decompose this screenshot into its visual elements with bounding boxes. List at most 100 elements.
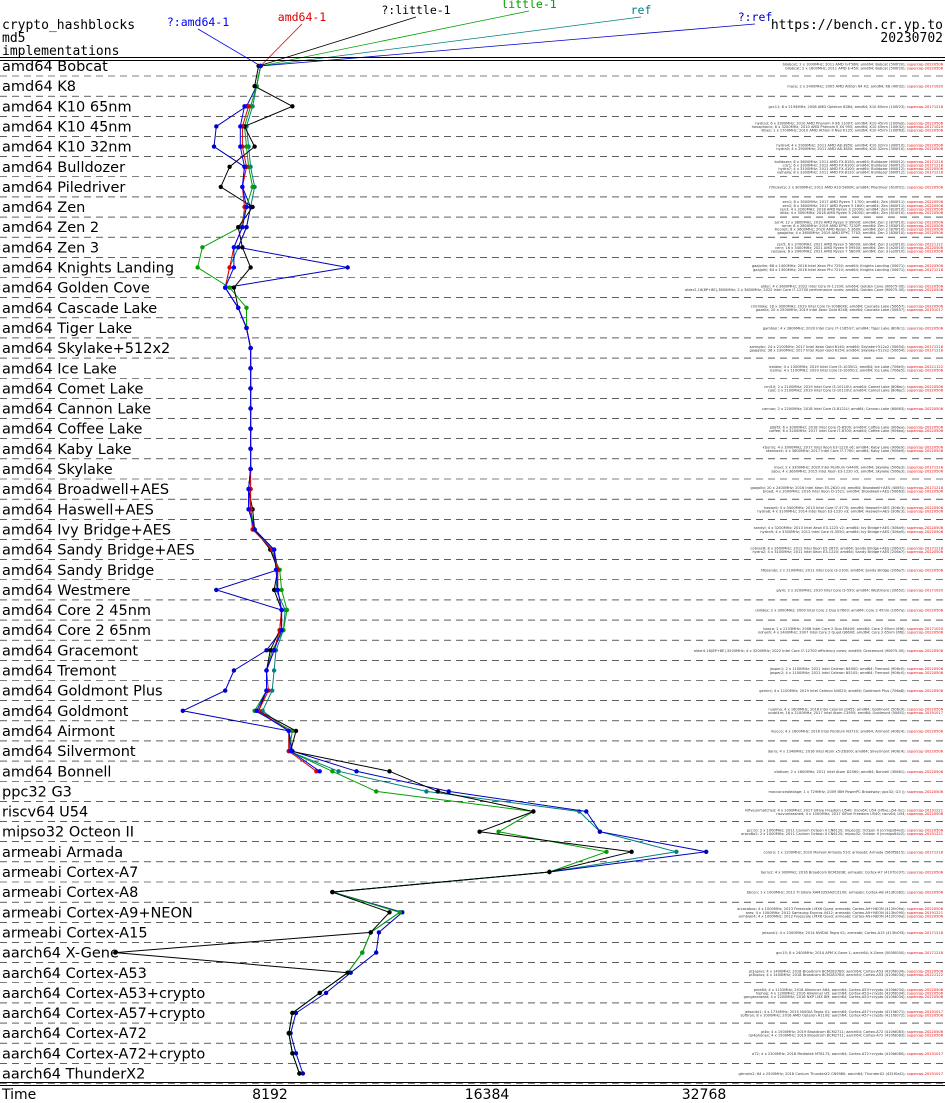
- report-date: 20230702: [880, 31, 943, 46]
- data-point: [236, 305, 241, 310]
- category-label: aarch64 ThunderX2: [2, 1067, 145, 1083]
- category-label: amd64 Core 2 65nm: [2, 623, 151, 639]
- category-label: amd64 Goldmont Plus: [2, 684, 163, 700]
- data-point: [195, 265, 200, 270]
- data-point: [238, 144, 243, 149]
- category-label: mipso32 Octeon II: [2, 825, 134, 841]
- machine-note: softiron; 8 x 1000MHz; 2016 AMD Opteron …: [741, 1013, 944, 1017]
- data-point: [231, 668, 237, 673]
- category-label: amd64 Piledriver: [2, 180, 125, 196]
- data-point: [354, 769, 359, 774]
- machine-note: gcc10; 2 x 1000MHz; 2011 Cavium Octeon I…: [747, 828, 944, 832]
- category-label: amd64 Westmere: [2, 583, 131, 599]
- data-point: [231, 285, 237, 290]
- x-axis-title: Time: [1, 1087, 36, 1103]
- data-point: [496, 829, 501, 834]
- x-tick-label: 32768: [682, 1087, 727, 1103]
- machine-note: pi4b; 4 x 1500MHz; 2019 Broadcom BCM2711…: [761, 1030, 944, 1034]
- data-point: [271, 668, 277, 673]
- machine-note: kbuntu; 4 x 3000MHz; 2017 Intel Xeon E3-…: [763, 446, 944, 450]
- data-point: [236, 245, 241, 250]
- machine-note: gongeraradat; 4 x 1200MHz; 2016 NXP i.MX…: [744, 995, 944, 999]
- machine-note: alder4,16(8P+8E),3200MHz; 4 x 3200MHz; 2…: [694, 649, 944, 653]
- machine-note: bbcon; 1 x 1000MHz; 2012 TI Sitara XAM33…: [747, 891, 944, 895]
- machine-note: gazelle; 20 x 2500MHz; 2019 Intel Xeon G…: [756, 308, 943, 312]
- legend-leader: [197, 28, 261, 67]
- data-point: [240, 184, 245, 190]
- data-point: [252, 527, 257, 532]
- data-point: [244, 144, 249, 149]
- machine-note: erpro8a2; 2 x 1000MHz; 2011 Cavium Octeo…: [741, 832, 943, 836]
- category-label: aarch64 Cortex-A72: [2, 1026, 147, 1042]
- machine-note: armbian4; 4 x 1000MHz; 2012 Freescale i.…: [738, 914, 943, 918]
- category-label: amd64 Broadwell+AES: [2, 482, 169, 498]
- data-point: [397, 910, 402, 915]
- data-point: [264, 648, 269, 653]
- legend-label: ?:ref: [738, 10, 773, 24]
- machine-note: bllobcat; 2 x 1000MHz; 2011 AMD G-T56N; …: [783, 63, 944, 67]
- machine-note: hifiveunmatched; 4 x 1000MHz; 2017 SiFiv…: [745, 808, 943, 812]
- machine-note: rome; 8 x 2800MHz; 2019 AMD EPYC 7232P; …: [782, 224, 944, 228]
- site-url[interactable]: https://bench.cr.yp.to: [771, 18, 943, 33]
- machine-note: alder; 4 x 3600MHz; 2022 Intel Core i9-1…: [761, 284, 944, 288]
- machine-note: utilidex; 2 x 3000MHz; 2009 Intel Core 2…: [755, 609, 944, 613]
- data-point: [629, 849, 634, 854]
- machine-note: cannon; 2 x 2200MHz; 2018 Intel Core i3-…: [762, 407, 944, 411]
- data-point: [264, 668, 269, 673]
- machine-note: cml10; 2 x 2100MHz; 2019 Intel Core i3-1…: [764, 385, 944, 389]
- data-point: [227, 164, 232, 169]
- data-point: [246, 507, 251, 512]
- category-label: amd64 K10 32nm: [2, 140, 132, 156]
- category-label: amd64 Cascade Lake: [2, 301, 157, 317]
- data-point: [435, 789, 440, 794]
- data-point: [387, 910, 392, 915]
- legend-leader: [260, 23, 303, 67]
- data-point: [293, 1010, 299, 1016]
- category-label: armeabi Cortex-A7: [2, 865, 138, 881]
- data-point: [248, 265, 253, 270]
- category-label: amd64 K10 65nm: [2, 99, 132, 115]
- data-point: [323, 990, 329, 996]
- category-label: armeabi Cortex-A8: [2, 885, 138, 901]
- machine-note: haswell; 4 x 3400MHz; 2013 Intel Core i7…: [764, 506, 944, 510]
- machine-note: nohash; 4 x 2400MHz; 2007 Intel Core 2 Q…: [758, 631, 944, 635]
- data-point: [244, 325, 249, 331]
- data-point: [290, 104, 295, 109]
- data-point: [293, 728, 299, 734]
- data-point: [279, 587, 284, 593]
- data-point: [547, 869, 552, 875]
- category-label: amd64 Gracemont: [2, 643, 138, 659]
- machine-note: hydra4; 4 x 2900MHz; 2011 AMD A8-3850; a…: [776, 143, 943, 147]
- data-point: [258, 63, 263, 69]
- machine-note: cenr; 16 x 3400MHz; 2021 AMD Ryzen 9 595…: [775, 246, 944, 250]
- data-point: [240, 225, 245, 230]
- category-label: armeabi Cortex-A15: [2, 925, 148, 941]
- machine-note: hydra9; 4 x 3300MHz; 2012 Intel Core i5-…: [760, 530, 943, 534]
- machine-note: hydra3; 6 x 3300MHz; 2010 AMD Phenom II …: [755, 121, 943, 125]
- category-label: amd64 Sandy Bridge: [2, 563, 154, 579]
- machine-note: jasper1; 2 x 1100MHz; 2021 Intel Celeron…: [769, 667, 944, 671]
- data-point: [248, 406, 253, 411]
- data-point: [250, 184, 255, 190]
- legend-label: ?:little-1: [381, 3, 450, 17]
- data-point: [345, 970, 350, 975]
- machine-note: ares; 4 x 1000MHz; 2012 Samsung Exynos 4…: [746, 911, 943, 915]
- machine-note: zen1; 8 x 3000MHz; 2017 AMD Ryzen 7 1700…: [783, 200, 944, 204]
- machine-notes: bllobcat; 2 x 1000MHz; 2011 AMD G-T56N; …: [685, 63, 944, 1076]
- data-point: [446, 789, 451, 794]
- legend-leader: [260, 23, 756, 67]
- machine-note: arcocabox; 4 x 1000MHz; 2013 Freescale i…: [737, 907, 944, 911]
- machine-note: hiphop; 4 x 1200MHz; 2016 Allwinner H5; …: [756, 991, 944, 995]
- data-point: [248, 345, 253, 351]
- data-point: [674, 849, 679, 854]
- category-label: armeabi Armada: [2, 845, 123, 861]
- machine-note: hydra5; 4 x 2900MHz; 2011 AMD A8-3850; a…: [776, 147, 943, 151]
- machine-note: ditto; 4 x 3000MHz; 2018 AMD Ryzen 5 240…: [780, 211, 944, 215]
- chart-title-implementations: implementations: [2, 44, 119, 59]
- data-point: [374, 789, 379, 794]
- category-label: amd64 Goldmont: [2, 704, 129, 720]
- data-point: [238, 124, 243, 129]
- x-tick-label: 16384: [465, 1087, 510, 1103]
- machine-note: glym; 2 x 3200MHz; 2010 Intel Core i3-55…: [776, 588, 943, 592]
- machine-note: cml3lake; 18 x 3000MHz; 2019 Intel Core …: [751, 305, 944, 309]
